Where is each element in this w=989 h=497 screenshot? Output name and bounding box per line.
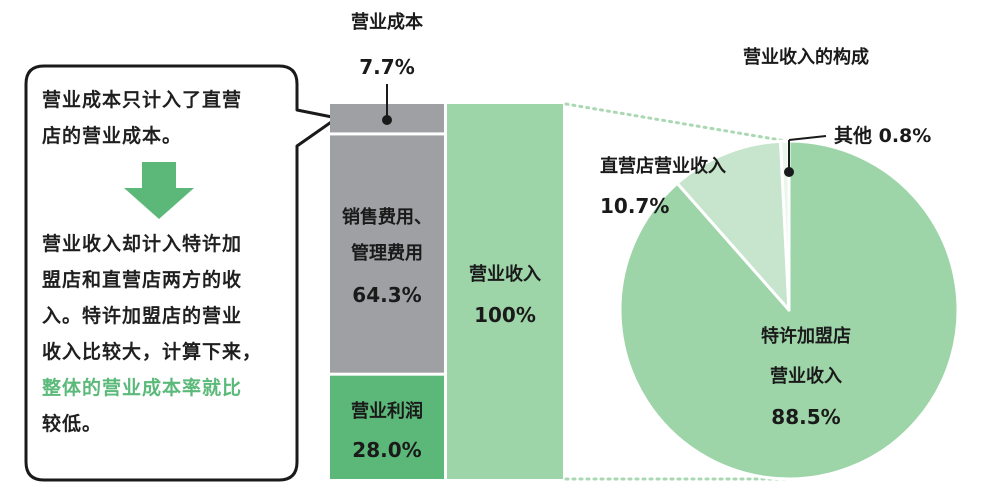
profit-value: 28.0% xyxy=(352,438,421,462)
callout-text-body: 营业收入却计入特许加 盟店和直营店两方的收 入。特许加盟店的营业 收入比较大，计… xyxy=(42,226,282,442)
callout-text-top: 营业成本只计入了直营 店的营业成本。 xyxy=(42,82,282,154)
direct-slice-label: 直营店营业收入 xyxy=(600,155,726,177)
direct-slice xyxy=(675,139,791,312)
callout-bubble xyxy=(24,64,339,482)
revenue-value: 100% xyxy=(474,303,536,327)
other-leader-dot xyxy=(784,167,794,177)
franchise-slice-label-line1: 特许加盟店 xyxy=(761,325,851,347)
sga-segment xyxy=(330,135,444,373)
other-leader-line-h xyxy=(788,135,827,141)
sga-label-line2: 管理费用 xyxy=(351,242,423,264)
direct-slice-value: 10.7% xyxy=(600,194,669,218)
revenue-pie xyxy=(618,139,960,481)
revenue-label: 营业收入 xyxy=(469,263,541,285)
cost-top-label: 营业成本 xyxy=(351,11,423,33)
callout-line: 盟店和直营店两方的收 xyxy=(42,269,243,291)
callout-line: 较低。 xyxy=(42,413,103,435)
callout-line: 店的营业成本。 xyxy=(42,125,183,147)
callout-highlight: 整体的营业成本率就比 xyxy=(42,377,243,399)
connector-top xyxy=(564,102,794,144)
callout-line: 收入比较大，计算下来， xyxy=(42,341,263,363)
cost-top-value: 7.7% xyxy=(359,55,414,79)
callout-line: 营业收入却计入特许加 xyxy=(42,233,243,255)
franchise-slice-value: 88.5% xyxy=(771,405,840,429)
other-slice-label: 其他 0.8% xyxy=(834,124,931,147)
pie-title: 营业收入的构成 xyxy=(743,46,869,68)
sga-value: 64.3% xyxy=(352,283,421,307)
franchise-slice-label-line2: 营业收入 xyxy=(770,365,842,387)
callout-line: 入。特许加盟店的营业 xyxy=(42,305,243,327)
revenue-segment xyxy=(447,104,563,479)
callout-line: 营业成本只计入了直营 xyxy=(42,89,243,111)
profit-segment xyxy=(330,375,444,479)
sga-label-line1: 销售费用、 xyxy=(342,206,432,228)
cost-leader-dot xyxy=(382,115,392,125)
profit-label: 营业利润 xyxy=(351,400,423,422)
down-arrow-icon xyxy=(124,162,194,219)
revenue-bar xyxy=(447,104,563,479)
